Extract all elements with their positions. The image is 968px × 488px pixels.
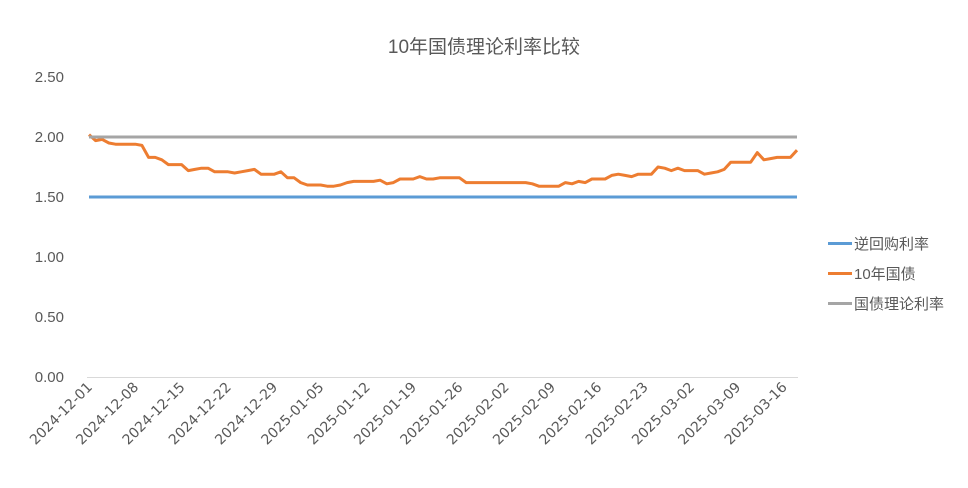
legend: 逆回购利率 10年国债 国债理论利率 xyxy=(828,228,944,318)
legend-label: 10年国债 xyxy=(854,265,916,283)
legend-label: 国债理论利率 xyxy=(854,295,945,313)
y-tick-label: 2.00 xyxy=(35,129,64,146)
y-axis: 0.00 0.50 1.00 1.50 2.00 2.50 xyxy=(35,69,64,386)
legend-swatch-gray xyxy=(828,301,852,305)
legend-item-reverse-repo: 逆回购利率 xyxy=(828,228,944,258)
series-lines xyxy=(87,133,799,199)
legend-swatch-blue xyxy=(828,241,852,245)
x-axis: 2024-12-012024-12-082024-12-152024-12-22… xyxy=(27,379,791,448)
chart-title: 10年国债理论利率比较 xyxy=(387,37,581,58)
y-tick-label: 2.50 xyxy=(35,69,64,86)
legend-label: 逆回购利率 xyxy=(854,235,930,253)
y-tick-label: 1.00 xyxy=(35,249,64,266)
ten-year-bond-line xyxy=(87,133,799,188)
y-tick-label: 0.50 xyxy=(35,309,64,326)
legend-item-10y-bond: 10年国债 xyxy=(828,258,944,288)
legend-item-theoretical-rate: 国债理论利率 xyxy=(828,288,944,318)
y-tick-label: 1.50 xyxy=(35,189,64,206)
y-tick-label: 0.00 xyxy=(35,369,64,386)
legend-swatch-orange xyxy=(828,271,852,275)
